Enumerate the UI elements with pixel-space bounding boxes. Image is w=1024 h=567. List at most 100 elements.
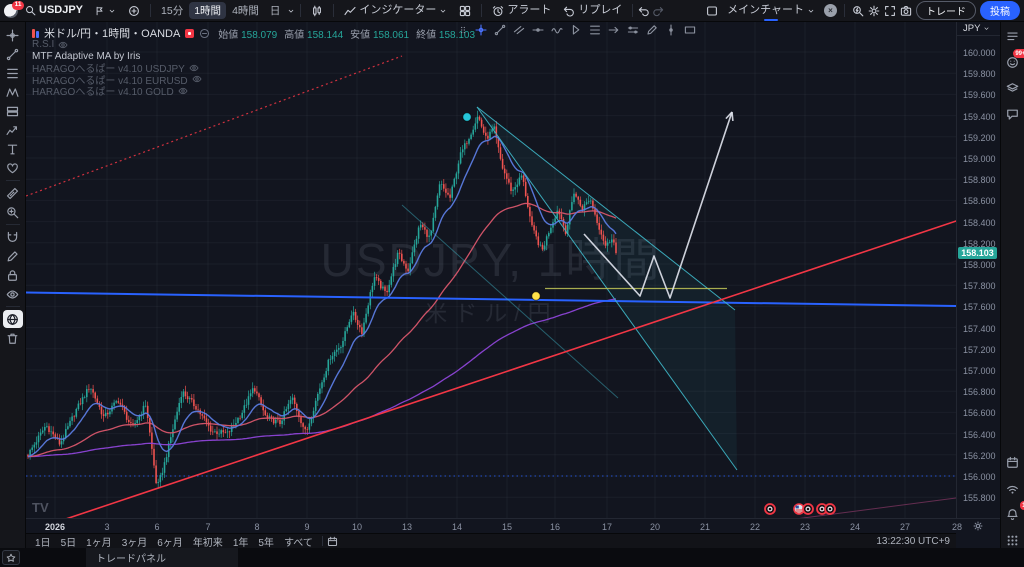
xabcd-tool[interactable]: [3, 83, 23, 101]
layout-name-button[interactable]: メインチャート: [722, 3, 820, 21]
layout-icon[interactable]: [706, 5, 718, 17]
minds-icon[interactable]: 99+: [1005, 49, 1024, 70]
hide-indicator-icon[interactable]: [199, 28, 210, 39]
trash-tool[interactable]: [3, 329, 23, 347]
triangleCursor-tool[interactable]: [570, 24, 582, 36]
range-1ヶ月[interactable]: 1ヶ月: [86, 537, 112, 549]
chat-icon[interactable]: [1005, 106, 1021, 122]
favorites-toolbar-toggle[interactable]: [2, 550, 20, 565]
channel-tool[interactable]: [627, 24, 639, 36]
legend-row[interactable]: HARAGOへるぱー v4.10 EURUSD: [32, 74, 202, 87]
timeframe-1時間[interactable]: 1時間: [189, 2, 227, 19]
position-tool[interactable]: [3, 102, 23, 120]
timeframe-menu-chevron-icon[interactable]: [287, 7, 295, 15]
range-1日[interactable]: 1日: [35, 537, 51, 549]
range-6ヶ月[interactable]: 6ヶ月: [157, 537, 183, 549]
watchlist-icon[interactable]: [1005, 28, 1021, 44]
eye-icon[interactable]: [192, 74, 202, 84]
range-3ヶ月[interactable]: 3ヶ月: [121, 537, 148, 549]
hline-tool[interactable]: [532, 24, 544, 36]
axis-settings-corner[interactable]: [956, 518, 1000, 533]
axis-gear-icon[interactable]: [973, 521, 983, 531]
range-年初来[interactable]: 年初来: [192, 537, 223, 549]
time-axis[interactable]: 2026 3 6 7 8 9 10 13 14 15 16 17 20 21 22 23 24 27 28: [26, 518, 962, 533]
ruler-tool[interactable]: [3, 184, 23, 202]
legend-row[interactable]: HARAGOへるぱー v4.10 GOLD: [32, 85, 202, 98]
divider: [321, 536, 323, 546]
price-tick-label: 155.800: [963, 493, 996, 504]
magnet-tool[interactable]: [3, 228, 23, 246]
legend-row[interactable]: HARAGOへるぱー v4.10 USDJPY: [32, 62, 202, 75]
notifications-icon[interactable]: 1: [1005, 501, 1024, 522]
ohlc-label: 高値: [284, 29, 308, 41]
settings-gear-icon[interactable]: [868, 5, 880, 17]
wave-tool[interactable]: [551, 24, 563, 36]
layout-name-label: メインチャート: [727, 4, 804, 16]
symbol-search-button[interactable]: USDJPY: [20, 3, 88, 18]
fullscreen-icon[interactable]: [884, 5, 896, 17]
publish-button[interactable]: 投稿: [980, 1, 1020, 20]
trade-button[interactable]: トレード: [916, 1, 976, 20]
drawpencil-tool[interactable]: [646, 24, 658, 36]
calendar-icon[interactable]: [1005, 454, 1021, 470]
legend-row[interactable]: MTF Adaptive MA by Iris: [32, 51, 202, 63]
drag-tool[interactable]: [458, 25, 468, 35]
eye-icon[interactable]: [178, 86, 188, 96]
fib-tool[interactable]: [589, 24, 601, 36]
legend-row[interactable]: R.S.I: [32, 39, 202, 51]
range-bar: 1日 5日 1ヶ月 3ヶ月 6ヶ月 年初来 1年 5年 すべて 13:22:30 UTC+9: [26, 533, 956, 549]
drawpencil-tool[interactable]: [3, 247, 23, 265]
indicators-button[interactable]: インジケーター: [339, 3, 452, 18]
trend-tool[interactable]: [494, 24, 506, 36]
price-tick-label: 158.800: [963, 175, 996, 186]
compare-add-button[interactable]: [123, 4, 145, 18]
range-すべて[interactable]: すべて: [283, 537, 313, 549]
forecast-tool[interactable]: [3, 121, 23, 139]
apps-grid-icon[interactable]: [1005, 532, 1021, 548]
text-tool[interactable]: [3, 140, 23, 158]
quick-search-icon[interactable]: [852, 5, 864, 17]
streams-icon[interactable]: [1005, 480, 1021, 496]
trade-panel-tab[interactable]: トレードパネル: [86, 548, 238, 567]
globe-tool[interactable]: [2, 310, 23, 328]
timeframe-日[interactable]: 日: [269, 5, 281, 17]
replay-button[interactable]: リプレイ: [558, 3, 627, 18]
price-axis[interactable]: JPY 158.103 160.000 159.800 159.600 159.400…: [956, 22, 1000, 518]
rect-tool[interactable]: [684, 24, 696, 36]
range-1年[interactable]: 1年: [232, 537, 249, 549]
clock-label[interactable]: 13:22:30 UTC+9: [876, 535, 950, 547]
timeframe-15分[interactable]: 15分: [161, 5, 184, 17]
range-5年[interactable]: 5年: [258, 537, 274, 549]
zoomin-tool[interactable]: [3, 203, 23, 221]
eye-icon[interactable]: [189, 63, 199, 73]
time-tick-label: 24: [849, 522, 861, 532]
trend-tool[interactable]: [3, 45, 23, 63]
range-5日[interactable]: 5日: [60, 537, 77, 549]
fib-tool[interactable]: [3, 64, 23, 82]
chart-style-button[interactable]: [306, 4, 328, 18]
snapshot-camera-icon[interactable]: [900, 5, 912, 17]
redo-icon[interactable]: [652, 5, 664, 17]
chart-canvas[interactable]: TV: [26, 22, 956, 518]
parallel-tool[interactable]: [513, 24, 525, 36]
timeframe-4時間[interactable]: 4時間: [232, 5, 259, 17]
watchlist-flag-button[interactable]: [90, 5, 121, 17]
goto-date-icon[interactable]: [327, 536, 338, 547]
lock-tool[interactable]: [3, 266, 23, 284]
eye-tool[interactable]: [3, 285, 23, 303]
eye-icon[interactable]: [58, 40, 68, 50]
object-tree-icon[interactable]: [1005, 80, 1021, 96]
time-tick-label: 21: [699, 522, 711, 532]
arrowR-tool[interactable]: [608, 24, 620, 36]
heart-tool[interactable]: [3, 159, 23, 177]
alert-button[interactable]: アラート: [487, 3, 556, 18]
tradingview-logo[interactable]: 11: [4, 0, 24, 18]
undo-icon[interactable]: [638, 5, 650, 17]
symbol-title[interactable]: 米ドル/円・1時間・OANDA: [44, 28, 181, 40]
crosshair-tool[interactable]: [3, 26, 23, 44]
user-avatar[interactable]: ×: [824, 4, 837, 17]
vline-tool[interactable]: [665, 24, 677, 36]
price-axis-currency[interactable]: JPY: [957, 22, 1000, 36]
indicator-templates-button[interactable]: [454, 4, 476, 18]
crosshair-tool[interactable]: [475, 24, 487, 36]
